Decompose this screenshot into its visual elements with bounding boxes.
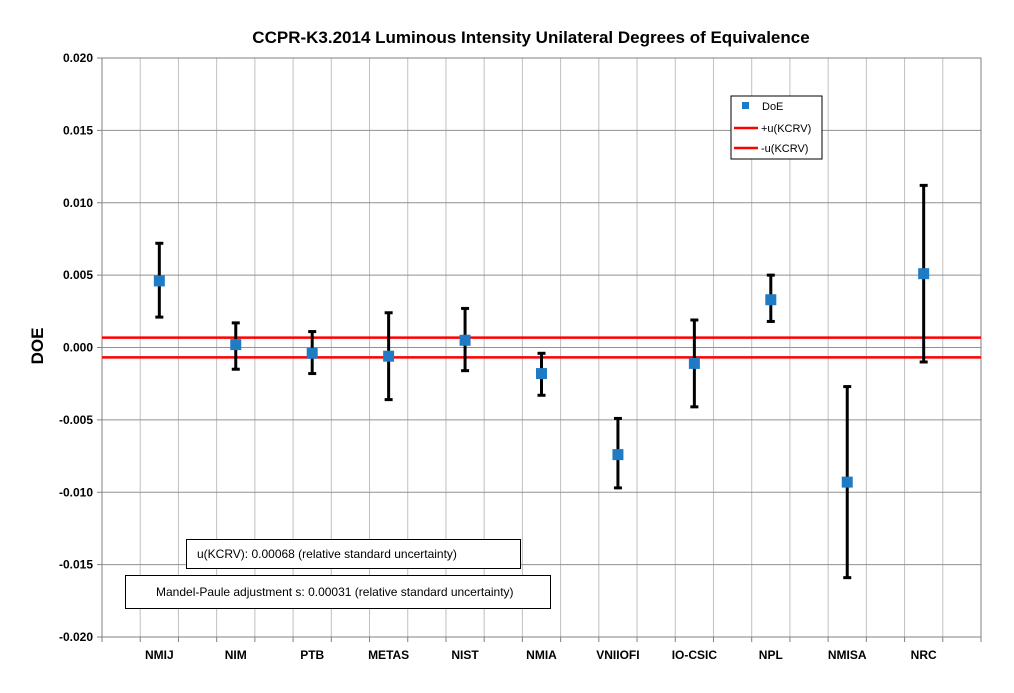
data-point [459, 334, 471, 346]
y-tick-label: 0.000 [63, 341, 93, 355]
y-axis-label: DOE [28, 328, 47, 365]
data-point [841, 476, 853, 488]
x-tick-label: NMIJ [145, 648, 174, 662]
data-point [306, 347, 318, 359]
x-tick-label: METAS [368, 648, 409, 662]
data-points [153, 268, 930, 488]
data-point [383, 350, 395, 362]
data-point [765, 294, 777, 306]
legend-label-minus-kcrv: -u(KCRV) [761, 143, 808, 155]
legend: DoE +u(KCRV) -u(KCRV) [730, 95, 823, 160]
x-tick-label: NMIA [526, 648, 557, 662]
kcrv-uncertainty-note-text: u(KCRV): 0.00068 (relative standard unce… [197, 547, 457, 561]
data-point [536, 368, 547, 380]
y-tick-label: -0.015 [59, 558, 93, 572]
kcrv-uncertainty-note: u(KCRV): 0.00068 (relative standard unce… [186, 539, 521, 569]
data-point [153, 275, 165, 287]
plot-border [101, 57, 982, 638]
mandel-paule-note: Mandel-Paule adjustment s: 0.00031 (rela… [125, 575, 551, 609]
x-tick-label: VNIIOFI [596, 648, 639, 662]
x-tick-label: IO-CSIC [672, 648, 718, 662]
x-tick-label: NIST [451, 648, 479, 662]
x-tick-label: NRC [911, 648, 937, 662]
mandel-paule-note-text: Mandel-Paule adjustment s: 0.00031 (rela… [156, 585, 514, 599]
axes: -0.020 -0.015 -0.010 -0.005 0.000 0.005 0.010 0… [59, 51, 982, 662]
y-tick-label: -0.020 [59, 630, 93, 644]
data-point [918, 268, 930, 280]
data-point [688, 357, 700, 369]
y-tick-label: -0.010 [59, 485, 93, 499]
x-tick-label: PTB [300, 648, 324, 662]
y-tick-label: 0.005 [63, 268, 93, 282]
x-tick-label: NPL [759, 648, 783, 662]
chart-title: CCPR-K3.2014 Luminous Intensity Unilater… [252, 28, 809, 47]
y-tick-label: 0.015 [63, 123, 93, 137]
data-point [230, 339, 242, 351]
x-tick-label: NIM [225, 648, 247, 662]
legend-label-doe: DoE [762, 101, 783, 113]
x-tick-label: NMISA [828, 648, 867, 662]
data-point [612, 449, 624, 461]
y-tick-label: 0.020 [63, 51, 93, 65]
error-bars [155, 183, 928, 580]
y-tick-label: -0.005 [59, 413, 93, 427]
legend-marker-doe [742, 102, 749, 109]
y-tick-label: 0.010 [63, 196, 93, 210]
legend-label-plus-kcrv: +u(KCRV) [761, 123, 811, 135]
